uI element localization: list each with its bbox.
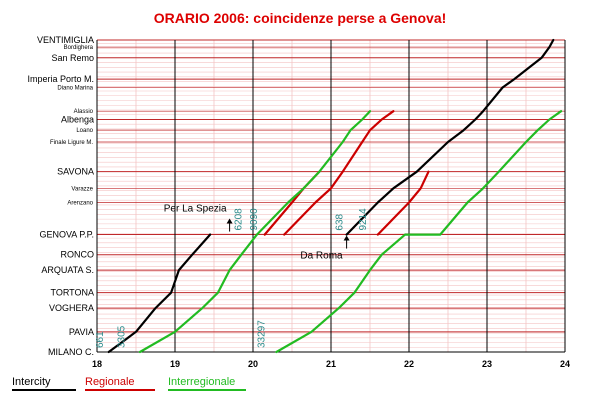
legend-label: Interregionale: [168, 376, 235, 388]
annotations: Per La Spezia Da Roma: [164, 204, 350, 262]
x-tick-label: 21: [326, 359, 336, 369]
station-label: Arenzano: [67, 201, 93, 207]
train-path-9214: [376, 170, 430, 236]
annotation-label: Per La Spezia: [164, 204, 227, 215]
station-label: Varazze: [71, 186, 93, 192]
station-label: Imperia Porto M.: [27, 74, 94, 84]
station-label: Albenga: [61, 114, 94, 124]
train-path-638: [345, 38, 555, 236]
x-tick-label: 22: [404, 359, 414, 369]
train-number-label: 33297: [257, 320, 268, 348]
x-tick-label: 23: [482, 359, 492, 369]
train-number-label: 6208: [233, 208, 244, 231]
legend-label: Regionale: [85, 376, 135, 388]
station-label: San Remo: [51, 53, 94, 63]
train-path-33297: [275, 110, 563, 354]
chart-title: ORARIO 2006: coincidenze perse a Genova!: [154, 10, 447, 26]
legend: Intercity Regionale Interregionale: [12, 376, 246, 391]
train-number-labels: 661 638 6208 9090 9214 3305 33297: [95, 208, 369, 348]
annotation-arrowhead: [343, 235, 350, 241]
x-tick-label: 19: [170, 359, 180, 369]
train-path-3305: [138, 110, 372, 354]
train-number-label: 9214: [358, 208, 369, 231]
train-paths: [107, 38, 563, 354]
train-number-label: 9090: [249, 208, 260, 231]
station-label: SAVONA: [57, 167, 94, 177]
station-label: ARQUATA S.: [41, 265, 94, 275]
x-tick-label: 18: [92, 359, 102, 369]
train-path-661: [107, 233, 212, 354]
legend-label: Intercity: [12, 376, 51, 388]
x-tick-label: 24: [560, 359, 570, 369]
train-number-label: 3305: [116, 325, 127, 348]
train-number-label: 638: [335, 213, 346, 230]
hour-gridlines: [96, 40, 566, 353]
station-label: TORTONA: [50, 288, 94, 298]
station-label: PAVIA: [69, 327, 94, 337]
station-label: VOGHERA: [49, 303, 94, 313]
station-label: RONCO: [61, 250, 95, 260]
station-label: VENTIMIGLIA: [37, 35, 94, 45]
station-label: Loano: [76, 128, 93, 134]
annotation-arrowhead: [226, 218, 233, 224]
station-label: Finale Ligure M.: [50, 140, 93, 146]
x-axis-ticks: 18 19 20 21 22 23 24: [92, 359, 570, 369]
x-tick-label: 20: [248, 359, 258, 369]
station-label: GENOVA P.P.: [39, 230, 94, 240]
station-label: Diano Marina: [57, 85, 93, 91]
train-path-9090: [283, 110, 395, 236]
train-number-label: 661: [95, 331, 106, 348]
station-label: Alassio: [74, 109, 94, 115]
station-label: MILANO C.: [48, 347, 94, 357]
station-label: Bordighera: [64, 45, 94, 51]
annotation-label: Da Roma: [300, 251, 343, 262]
